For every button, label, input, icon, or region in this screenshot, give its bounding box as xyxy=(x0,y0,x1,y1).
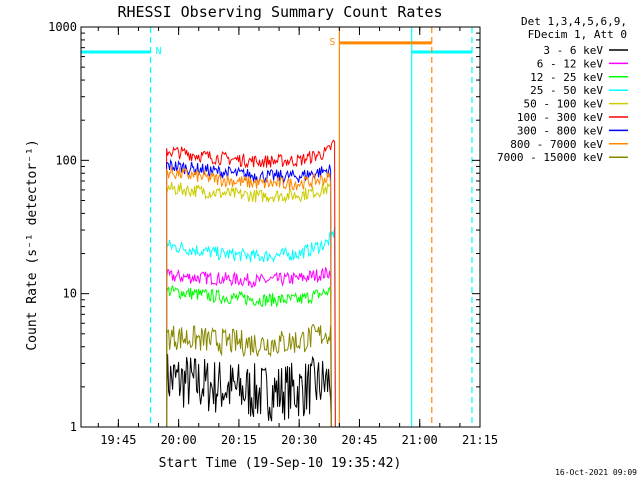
legend-header-line-0: Det 1,3,4,5,6,9, xyxy=(521,15,627,28)
legend-label-0: 3 - 6 keV xyxy=(543,44,603,57)
legend-label-1: 6 - 12 keV xyxy=(537,57,604,70)
legend: Det 1,3,4,5,6,9,FDecim 1, Att 0 3 - 6 keV… xyxy=(497,15,628,164)
x-tick-label-1: 20:00 xyxy=(161,433,197,447)
plot-frame xyxy=(80,26,481,428)
series-lines xyxy=(166,139,336,428)
legend-header-line-1: FDecim 1, Att 0 xyxy=(528,28,627,41)
x-tick-label-4: 20:45 xyxy=(341,433,377,447)
legend-label-5: 100 - 300 keV xyxy=(517,111,603,124)
chart-title: RHESSI Observing Summary Count Rates xyxy=(117,3,442,21)
x-tick-label-2: 20:15 xyxy=(221,433,257,447)
legend-label-2: 12 - 25 keV xyxy=(530,71,603,84)
attenuator-markers: NS xyxy=(81,27,473,427)
series-line-8 xyxy=(166,323,332,428)
x-tick-label-0: 19:45 xyxy=(100,433,136,447)
y-axis-label-text: Count Rate (s⁻¹ detector⁻¹) xyxy=(25,139,40,350)
y-tick-label-1: 10 xyxy=(63,287,77,301)
legend-label-8: 7000 - 15000 keV xyxy=(497,151,603,164)
series-line-0 xyxy=(166,354,332,428)
x-tick-label-3: 20:30 xyxy=(281,433,317,447)
legend-label-7: 800 - 7000 keV xyxy=(510,138,603,151)
series-line-3 xyxy=(166,226,336,428)
series-line-7 xyxy=(166,166,332,428)
series-line-4 xyxy=(166,181,332,428)
x-tick-label-6: 21:15 xyxy=(462,433,498,447)
legend-label-4: 50 - 100 keV xyxy=(524,98,604,111)
y-tick-label-3: 1000 xyxy=(48,20,77,34)
x-axis-label: Start Time (19-Sep-10 19:35:42) xyxy=(159,456,402,471)
plot-area xyxy=(81,27,480,427)
legend-label-6: 300 - 800 keV xyxy=(517,124,603,137)
legend-label-3: 25 - 50 keV xyxy=(530,84,603,97)
marker-label-N: N xyxy=(156,46,162,57)
y-tick-label-0: 1 xyxy=(70,420,77,434)
series-line-1 xyxy=(166,267,332,428)
marker-label-S: S xyxy=(329,37,335,48)
plot-background xyxy=(81,27,480,427)
series-line-2 xyxy=(166,285,332,428)
timestamp: 16-Oct-2021 09:09 xyxy=(555,468,637,477)
x-tick-label-5: 21:00 xyxy=(402,433,438,447)
axes: 19:45 20:00 20:15 20:30 20:45 21:00 21:15 1 10 10… xyxy=(48,20,498,447)
y-tick-label-2: 100 xyxy=(55,153,77,167)
series-line-5 xyxy=(166,139,336,428)
y-axis-label: Count Rate (s⁻¹ detector⁻¹) xyxy=(25,139,40,350)
